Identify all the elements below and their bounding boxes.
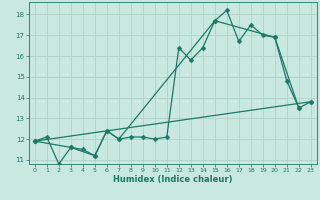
X-axis label: Humidex (Indice chaleur): Humidex (Indice chaleur) — [113, 175, 233, 184]
